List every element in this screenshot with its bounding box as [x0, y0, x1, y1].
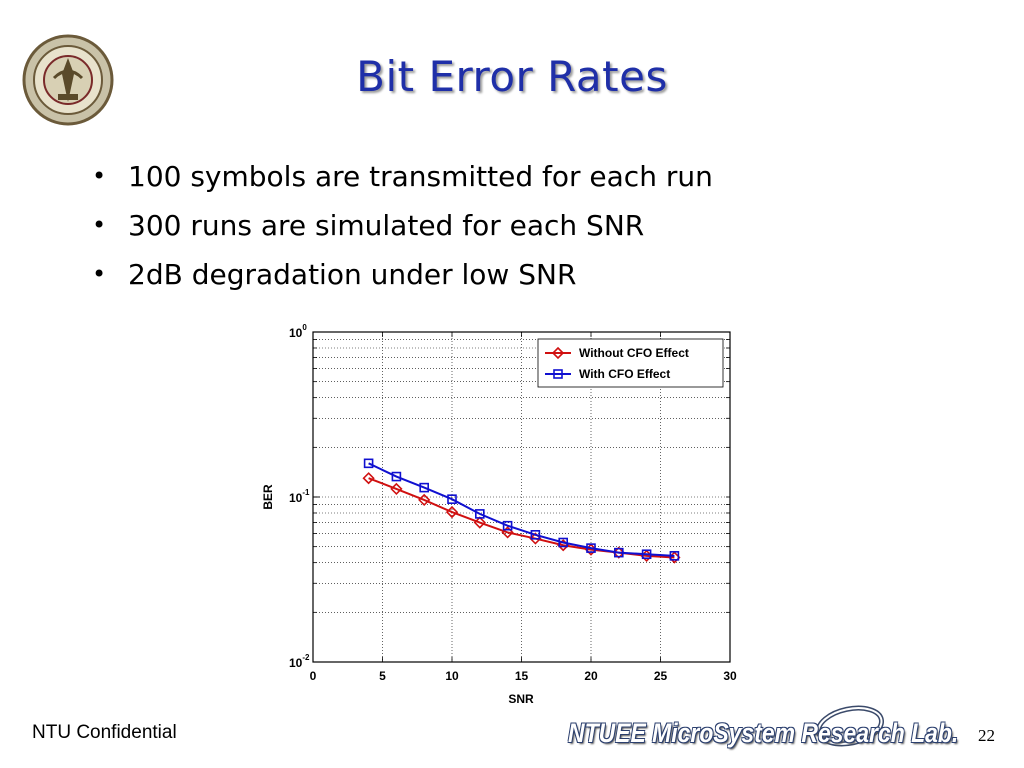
data-point — [613, 547, 624, 558]
legend-box — [537, 338, 724, 388]
data-point — [363, 458, 374, 469]
data-point — [530, 530, 541, 540]
legend-label: Without CFO Effect — [579, 346, 689, 360]
legend-marker — [553, 369, 563, 379]
y-tick-label: 10-1 — [289, 488, 310, 505]
y-tick-label: 10-2 — [289, 653, 310, 670]
confidential-footer: NTU Confidential — [32, 722, 177, 743]
data-point — [501, 526, 514, 539]
data-point — [502, 520, 513, 531]
slide-title: Bit Error Rates — [356, 52, 668, 101]
x-tick-label: 5 — [379, 669, 386, 683]
ber-chart: 0 5 10 15 20 25 30 100 10-1 10-2 SNR BER Without … — [261, 323, 737, 706]
bullet-dot-icon: • — [92, 162, 107, 190]
lab-swoosh-icon — [816, 705, 884, 747]
data-point — [419, 482, 429, 493]
data-point — [418, 493, 431, 507]
chart-series — [362, 458, 681, 564]
legend-label: With CFO Effect — [579, 367, 670, 381]
chart-legend: Without CFO Effect With CFO Effect — [537, 338, 724, 388]
bullet-list: • 100 symbols are transmitted for each ru… — [90, 152, 713, 299]
data-point — [558, 537, 569, 548]
bullet-item: • 2dB degradation under low SNR — [90, 250, 713, 299]
x-tick-label: 20 — [584, 669, 598, 683]
x-tick-label: 15 — [515, 669, 529, 683]
bullet-item: • 300 runs are simulated for each SNR — [90, 201, 713, 250]
lab-logo-text: NTUEE MicroSystem Research Lab. — [568, 718, 959, 748]
chart-axes: 0 5 10 15 20 25 30 100 10-1 10-2 — [289, 323, 737, 683]
bullet-dot-icon: • — [92, 260, 107, 288]
bullet-item: • 100 symbols are transmitted for each ru… — [90, 152, 713, 201]
x-tick-label: 30 — [723, 669, 737, 683]
bullet-dot-icon: • — [92, 211, 107, 239]
data-point — [641, 549, 652, 560]
chart-grid — [313, 332, 730, 662]
x-tick-label: 0 — [310, 669, 317, 683]
y-tick-label: 100 — [289, 323, 307, 340]
x-tick-label: 25 — [654, 669, 668, 683]
data-point — [473, 516, 486, 529]
university-seal-icon — [22, 34, 114, 126]
y-axis-label: BER — [261, 484, 275, 510]
legend-marker — [551, 346, 565, 360]
data-point — [391, 471, 402, 482]
data-point — [475, 509, 485, 519]
x-axis-label: SNR — [508, 692, 534, 706]
data-point — [586, 543, 596, 553]
data-point — [445, 505, 459, 519]
page-number: 22 — [978, 726, 995, 745]
data-point — [669, 551, 680, 561]
data-point — [362, 472, 375, 485]
data-point — [447, 494, 457, 504]
x-tick-label: 10 — [445, 669, 459, 683]
data-point — [390, 482, 403, 496]
